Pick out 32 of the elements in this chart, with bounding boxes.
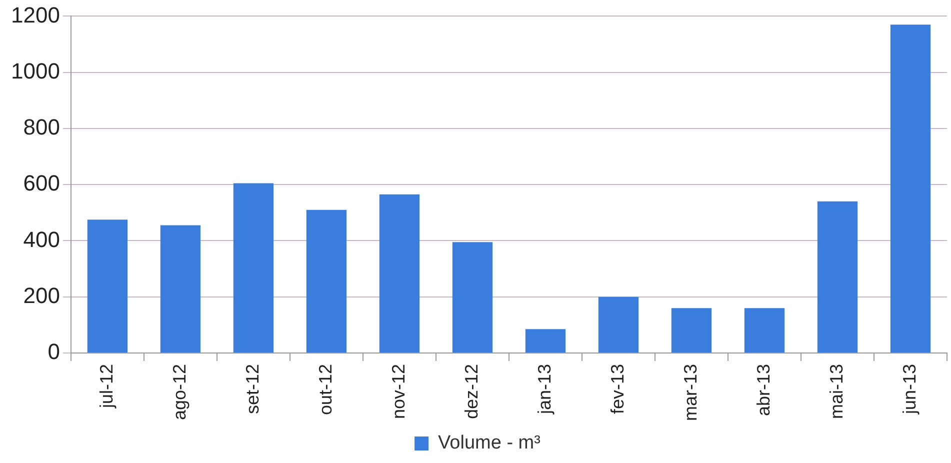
y-tick-label: 1200	[10, 2, 60, 28]
x-tick-label: out-12	[315, 364, 336, 416]
bar	[525, 329, 566, 352]
x-tick-label: abr-13	[753, 364, 774, 416]
x-tick-label: mai-13	[826, 364, 846, 420]
bar	[160, 225, 201, 352]
bar	[744, 308, 785, 352]
bar	[379, 194, 420, 352]
bar	[598, 296, 639, 352]
bar	[87, 220, 128, 352]
y-tick-label: 400	[23, 226, 60, 252]
legend-label: Volume - m³	[438, 432, 540, 454]
y-tick-label: 1000	[10, 58, 60, 84]
x-tick-label: jan-13	[534, 364, 554, 416]
x-tick-label: nov-12	[388, 364, 408, 420]
bar	[671, 308, 712, 352]
bar	[817, 201, 858, 352]
bar	[233, 183, 274, 352]
y-tick-label: 0	[48, 339, 60, 364]
x-tick-label: jun-13	[899, 364, 920, 416]
x-tick-label: set-12	[242, 364, 262, 414]
bar	[452, 242, 493, 352]
x-tick-label: jul-12	[96, 364, 116, 410]
y-tick-label: 600	[23, 170, 60, 196]
bar	[890, 24, 931, 352]
y-tick-label: 800	[23, 114, 60, 140]
y-tick-label: 200	[23, 282, 60, 308]
x-tick-label: fev-13	[607, 364, 628, 414]
x-tick-label: dez-12	[461, 364, 482, 420]
x-tick-label: mar-13	[680, 364, 700, 421]
bar	[306, 210, 347, 352]
x-tick-label: ago-12	[169, 364, 190, 420]
